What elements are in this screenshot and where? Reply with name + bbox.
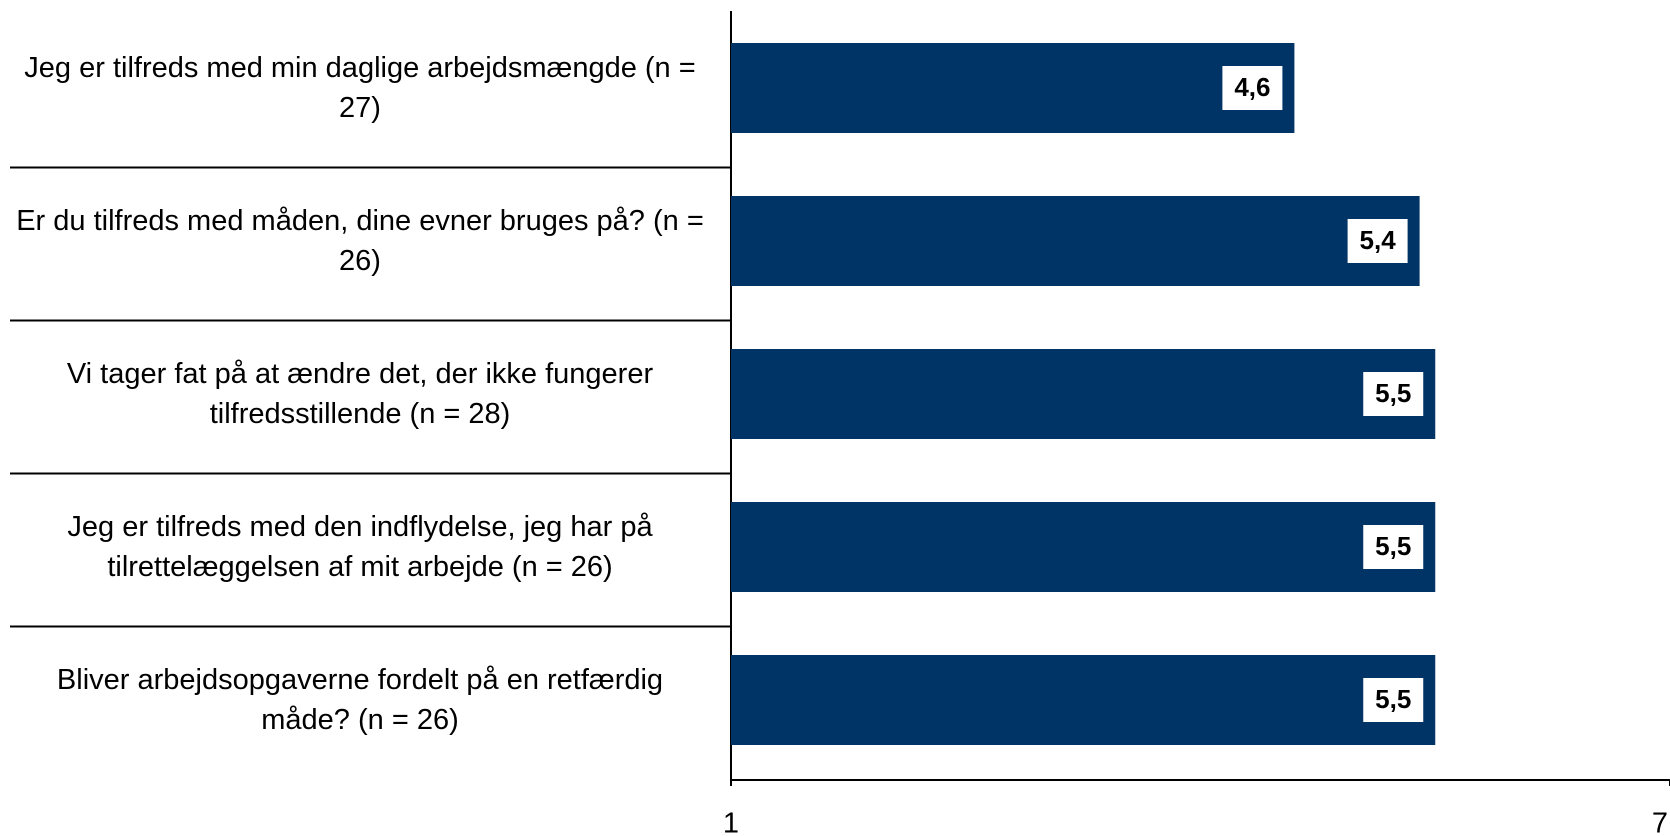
value-label: 5,4 [1360, 225, 1397, 255]
x-tick-label: 7 [1652, 808, 1668, 836]
value-label-box [1363, 525, 1424, 569]
value-label-box [1363, 678, 1424, 722]
value-label: 5,5 [1375, 378, 1411, 408]
bar [731, 502, 1436, 592]
category-label: Jeg er tilfreds med min daglige arbejdsm… [24, 52, 696, 124]
category-label: Er du tilfreds med måden, dine evner bru… [16, 205, 704, 277]
bar [731, 196, 1420, 286]
category-label: Jeg er tilfreds med den indflydelse, jeg… [67, 511, 653, 583]
value-label-box [1347, 219, 1408, 263]
category-label: Vi tager fat på at ændre det, der ikke f… [66, 358, 654, 430]
value-label: 4,6 [1234, 72, 1270, 102]
x-tick-label: 1 [723, 808, 739, 836]
value-label-box [1222, 66, 1283, 110]
bar [731, 655, 1436, 745]
value-label: 5,5 [1375, 531, 1411, 561]
value-label: 5,5 [1375, 684, 1411, 714]
bar [731, 349, 1436, 439]
bar [731, 43, 1295, 133]
value-label-box [1363, 372, 1424, 416]
category-label: Bliver arbejdsopgaverne fordelt på en re… [56, 664, 664, 736]
